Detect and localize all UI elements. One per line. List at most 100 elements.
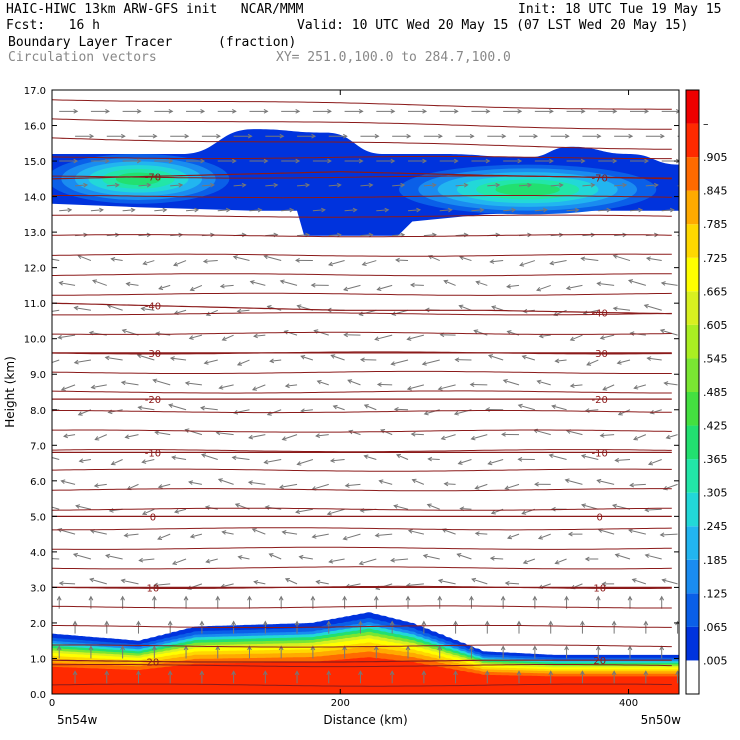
wind-vector-head [601, 581, 607, 587]
wind-vector [488, 354, 504, 361]
wind-vector-head [189, 533, 195, 539]
wind-vector-head [548, 620, 554, 626]
wind-vector-head [99, 207, 104, 213]
wind-vector [329, 558, 345, 563]
wind-vector [270, 359, 282, 362]
wind-vector [555, 359, 567, 362]
wind-vector-head [201, 453, 207, 458]
wind-vector-head [470, 435, 476, 441]
wind-vector-head [63, 433, 68, 439]
wind-vector-head [590, 182, 596, 188]
wind-vector-head [157, 484, 163, 489]
isentrope-line [52, 644, 672, 648]
wind-vector-head [463, 182, 469, 188]
wind-vector-head [574, 207, 580, 213]
wind-vector [111, 459, 123, 465]
wind-vector-head [327, 158, 332, 164]
temperature-label: 20 [593, 656, 606, 667]
wind-vector-head [200, 108, 206, 114]
wind-vector-head [310, 282, 316, 288]
wind-vector-head [152, 133, 158, 139]
wind-vector [52, 506, 60, 510]
wind-vector-head [565, 285, 571, 291]
wind-vector [137, 354, 155, 361]
wind-vector-head [569, 336, 575, 341]
wind-vector [507, 284, 520, 288]
wind-vector-head [157, 535, 163, 541]
wind-vector-head [580, 108, 586, 114]
wind-vector [190, 533, 203, 538]
wind-vector [52, 309, 60, 312]
wind-vector-head [316, 379, 322, 385]
wind-vector-head [536, 286, 542, 292]
wind-vector-head [485, 108, 491, 114]
wind-vector-head [104, 670, 110, 676]
wind-vector-head [602, 386, 608, 391]
wind-vector-head [564, 645, 569, 651]
x-axis-label: Distance (km) [323, 713, 407, 727]
wind-vector-head [348, 429, 354, 435]
wind-vector-head [659, 328, 665, 334]
wind-vector [248, 481, 266, 485]
wind-vector-head [75, 504, 81, 509]
wind-vector [597, 282, 615, 286]
wind-vector-head [136, 158, 142, 164]
wind-vector [507, 533, 520, 539]
wind-vector-head [437, 578, 443, 584]
wind-vector [613, 307, 631, 311]
wind-vector-head [644, 108, 650, 114]
wind-vector [586, 359, 599, 366]
wind-vector-head [110, 256, 116, 262]
wind-vector [550, 260, 567, 265]
wind-vector [92, 279, 107, 286]
upper-plume-core [495, 183, 560, 196]
wind-vector [566, 209, 579, 212]
isentrope-line [52, 449, 672, 453]
axes: 0.0 1.0 2.0 3.0 4.0 5.0 6.0 7.0 8.0 9.0 10.0 11.0 12… [3, 86, 681, 727]
wind-vector-head [596, 281, 602, 287]
wind-vector-head [295, 509, 301, 514]
wind-vector [376, 209, 389, 212]
wind-vector-head [376, 286, 382, 291]
wind-vector-head [168, 108, 174, 114]
wind-vector-head [564, 478, 570, 483]
wind-vector-head [248, 434, 254, 440]
wind-vector-head [534, 481, 539, 487]
wind-vector-head [283, 330, 289, 335]
wind-vector-head [184, 380, 190, 386]
wind-vector-head [406, 336, 412, 341]
wind-vector-head [391, 311, 397, 316]
wind-vector-head [251, 528, 257, 533]
wind-vector-head [374, 133, 380, 139]
wind-vector-head [284, 578, 290, 583]
wind-vector [375, 533, 393, 537]
wind-vector [600, 334, 615, 339]
wind-vector [364, 455, 377, 460]
wind-vector [249, 434, 266, 439]
wind-vector [438, 384, 456, 390]
wind-vector-head [305, 182, 311, 188]
y-tick-label: 4.0 [30, 548, 46, 559]
wind-vector [73, 553, 92, 560]
wind-vector [660, 329, 678, 336]
wind-vector [74, 359, 91, 364]
wind-vector [158, 483, 171, 488]
wind-vector-head [328, 261, 334, 267]
wind-vector-head [580, 158, 586, 164]
wind-vector-head [368, 232, 374, 238]
wind-vector-head [140, 306, 146, 312]
wind-vector-head [343, 286, 349, 292]
y-tick-label: 5.0 [30, 512, 46, 523]
wind-vector [443, 280, 456, 286]
wind-vector-head [361, 261, 367, 267]
wind-vector-head [60, 479, 66, 485]
wind-vector [317, 380, 329, 386]
wind-vector-head [374, 336, 380, 341]
colorbar-segment [686, 358, 699, 392]
x-tick-label: 400 [619, 698, 638, 709]
wind-vector-head [506, 330, 512, 335]
wind-vector-head [616, 360, 622, 365]
wind-vector [555, 558, 567, 564]
wind-vector [666, 434, 678, 439]
